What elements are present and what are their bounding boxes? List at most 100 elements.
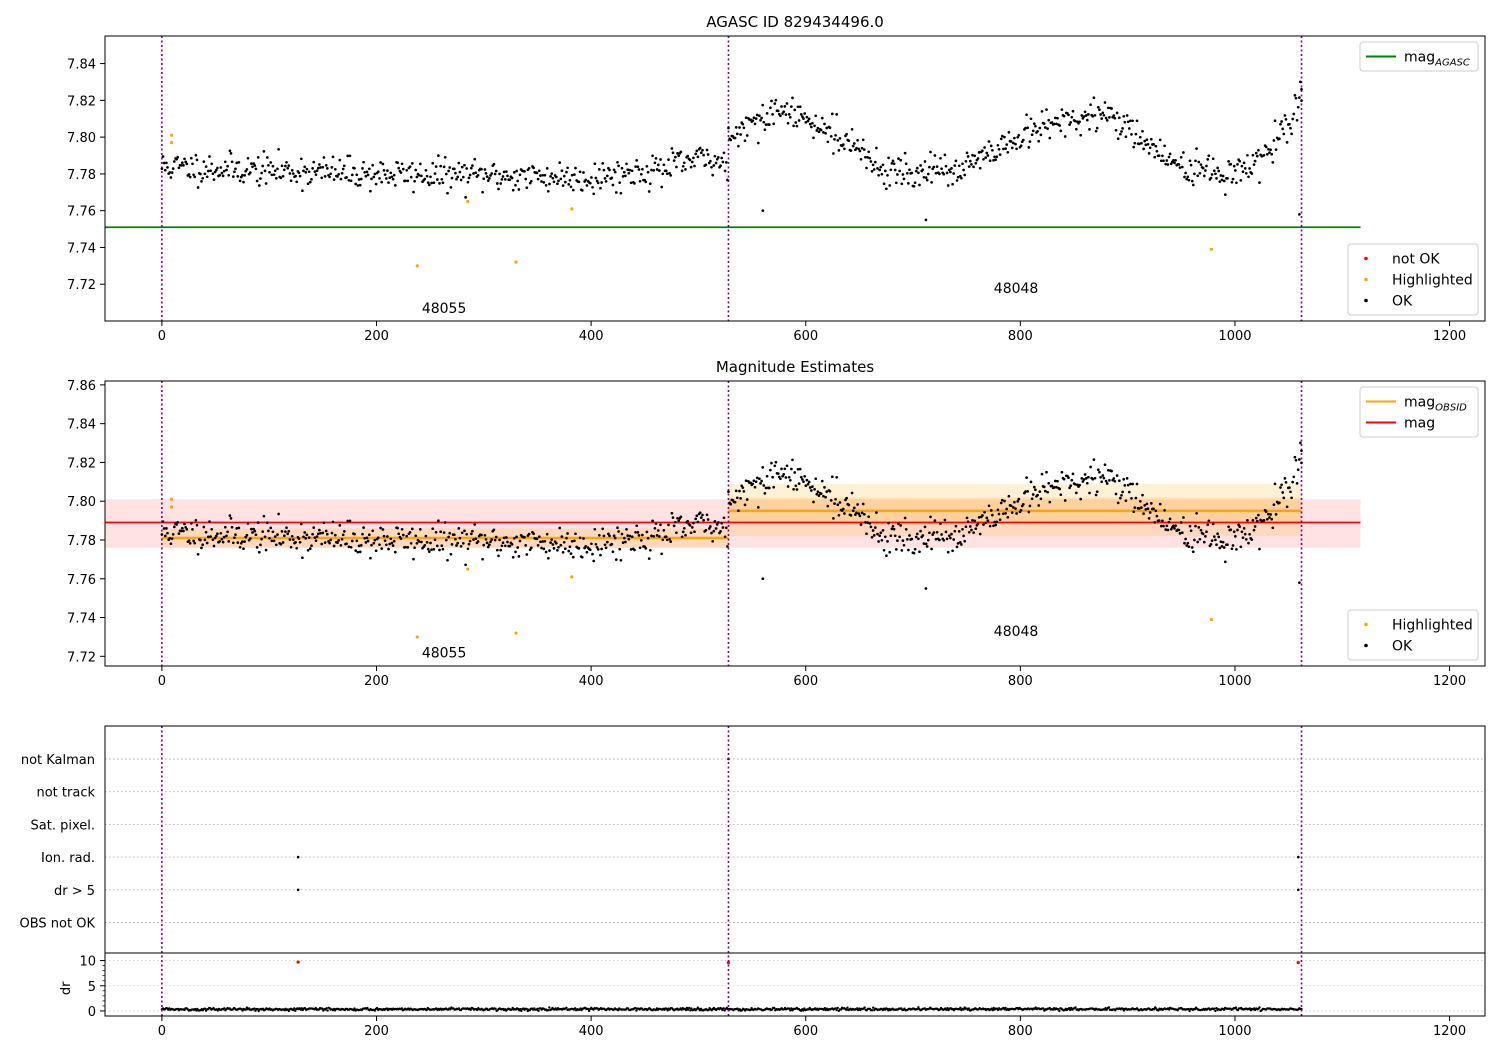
ok-point — [1296, 468, 1300, 472]
ok-point — [1155, 149, 1159, 153]
ok-point — [605, 540, 609, 544]
ok-point — [364, 541, 368, 544]
ok-point — [527, 166, 531, 170]
ok-point — [193, 175, 197, 179]
ok-point — [1069, 121, 1073, 124]
ok-point — [791, 96, 794, 100]
ok-point — [189, 522, 193, 525]
ok-point — [391, 544, 395, 547]
ok-point — [1095, 126, 1099, 130]
ok-point — [647, 190, 651, 193]
y-tick-label: 7.76 — [67, 573, 96, 588]
ok-point — [302, 169, 305, 173]
ok-point — [1127, 127, 1131, 130]
ok-point — [953, 529, 957, 533]
ok-point — [618, 181, 622, 184]
ok-point — [904, 162, 908, 166]
ok-point — [1153, 521, 1157, 524]
ok-point — [822, 131, 825, 134]
ok-point — [1180, 531, 1184, 535]
ok-point — [1093, 113, 1097, 117]
dr-point — [684, 1008, 688, 1012]
ok-point — [1227, 525, 1230, 529]
ok-point — [806, 482, 810, 486]
ok-point — [180, 161, 184, 165]
ok-point — [886, 540, 889, 543]
ok-point — [973, 154, 977, 158]
ok-point — [866, 521, 869, 524]
ok-point — [378, 543, 381, 547]
ok-point — [659, 523, 662, 527]
dr-point — [244, 1008, 247, 1011]
ok-point — [922, 542, 926, 545]
ok-point — [413, 546, 416, 550]
ok-point — [510, 176, 514, 180]
ok-point — [592, 192, 596, 196]
ok-point — [251, 531, 254, 534]
dr-point — [959, 1006, 962, 1009]
ok-point — [1138, 499, 1142, 503]
ok-point — [1163, 508, 1166, 512]
ok-point — [1285, 505, 1289, 509]
ok-point — [1293, 455, 1297, 459]
ok-point — [735, 132, 739, 136]
ok-point — [417, 540, 421, 543]
ok-point — [331, 155, 335, 159]
ok-point — [761, 577, 765, 581]
ok-point — [790, 105, 793, 108]
ok-point — [481, 190, 484, 194]
ok-point — [1087, 113, 1090, 116]
ok-point — [1274, 148, 1278, 151]
ok-point — [393, 184, 397, 187]
flag-point — [1296, 888, 1300, 892]
dr-point — [1152, 1008, 1156, 1011]
ok-point — [620, 532, 624, 536]
ok-point — [562, 174, 566, 178]
ok-point — [967, 165, 971, 168]
ok-point — [1241, 170, 1245, 174]
ok-point — [1186, 175, 1190, 179]
dr-point — [547, 1009, 550, 1012]
ok-point — [1032, 122, 1036, 126]
ok-point — [200, 546, 203, 550]
ok-point — [954, 524, 958, 528]
ok-point — [1235, 181, 1238, 185]
ok-point — [603, 543, 607, 547]
ok-point — [1226, 177, 1229, 180]
ok-point — [1083, 473, 1087, 476]
ok-point — [1029, 117, 1033, 121]
ok-point — [1270, 152, 1274, 156]
ok-point — [1254, 151, 1258, 155]
ok-point — [933, 519, 937, 522]
ok-point — [956, 542, 960, 545]
ok-point — [1126, 120, 1130, 124]
ok-point — [279, 542, 283, 546]
ok-point — [259, 177, 262, 180]
dr-point — [293, 1007, 296, 1010]
ok-point — [1221, 540, 1225, 544]
axes-frame — [104, 35, 1486, 322]
ok-point — [693, 164, 696, 168]
ok-point — [1082, 478, 1086, 481]
ok-point — [786, 485, 790, 488]
ok-point — [1241, 536, 1245, 540]
ok-point — [837, 149, 841, 152]
ok-point — [771, 113, 774, 116]
ok-point — [1252, 163, 1256, 166]
ok-point — [510, 542, 514, 546]
ok-point — [563, 180, 567, 184]
ok-point — [349, 179, 353, 183]
ok-point — [1059, 129, 1063, 133]
ok-point — [460, 165, 464, 169]
ok-point — [191, 528, 194, 531]
ok-point — [1133, 506, 1137, 509]
ok-point — [527, 532, 531, 536]
ok-point — [756, 141, 760, 145]
ok-point — [987, 140, 991, 143]
ok-point — [822, 494, 825, 498]
ok-point — [957, 164, 961, 168]
ok-point — [288, 172, 292, 175]
dr-point — [1222, 1008, 1226, 1011]
ok-point — [488, 543, 491, 547]
ok-point — [739, 497, 742, 500]
